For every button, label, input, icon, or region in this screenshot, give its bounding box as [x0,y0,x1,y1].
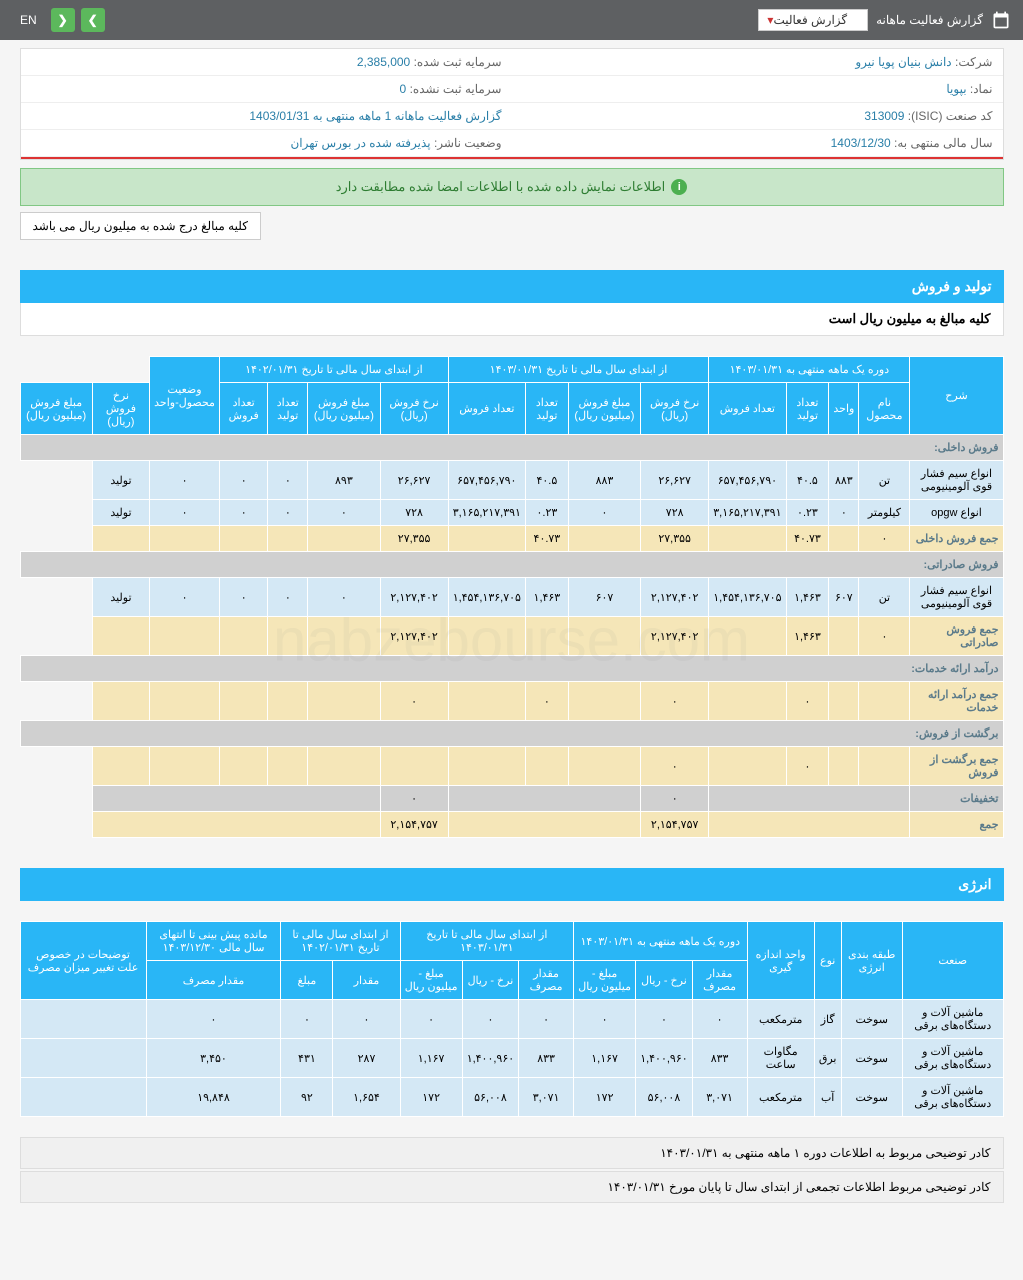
footer-note-1: کادر توضیحی مربوط به اطلاعات دوره ۱ ماهه… [20,1137,1004,1169]
alert-verified: i اطلاعات نمایش داده شده با اطلاعات امضا… [20,168,1004,206]
company-label: شرکت: [955,55,993,69]
table-row: ماشین آلات و دستگاه‌های برقیسوختآبمترمکع… [20,1078,1003,1117]
status-value: پذیرفته شده در بورس تهران [290,136,430,150]
section-energy: انرژی [20,868,1004,901]
energy-table: صنعت طبقه بندی انرژی نوع واحد اندازه گیر… [20,921,1004,1117]
red-divider [21,157,1003,159]
fyend-label: سال مالی منتهی به: [894,136,992,150]
symbol-label: نماد: [970,82,993,96]
status-label: وضعیت ناشر: [434,136,502,150]
company-value: دانش بنیان پویا نیرو [855,55,951,69]
sum-row: جمع فروش صادراتی۰ ۱,۴۶۳۲,۱۲۷,۴۰۲ ۲,۱۲۷,۴… [20,617,1003,656]
info-icon: i [671,179,687,195]
topbar: گزارش فعالیت ماهانه گزارش فعالیت▾ ❯ ❮ EN [0,0,1023,40]
th-status: وضعیت محصول-واحد [150,357,220,435]
label-export: فروش صادراتی: [20,552,1003,578]
lang-en-button[interactable]: EN [12,9,45,31]
th-period1: دوره یک ماهه منتهی به ۱۴۰۳/۰۱/۳۱ [709,357,910,383]
total-row: جمع۲,۱۵۴,۷۵۷۲,۱۵۴,۷۵۷ [20,812,1003,838]
section-subtitle: کلیه مبالغ به میلیون ریال است [20,303,1004,336]
capreg-label: سرمایه ثبت شده: [414,55,502,69]
nav-prev-button[interactable]: ❮ [51,8,75,32]
fyend-value: 1403/12/30 [831,136,891,150]
discount-row: تخفیفات۰۰ [20,786,1003,812]
label-domestic: فروش داخلی: [20,435,1003,461]
production-sales-table: شرح دوره یک ماهه منتهی به ۱۴۰۳/۰۱/۳۱ از … [20,356,1004,838]
company-info-box: شرکت: دانش بنیان پویا نیرو سرمایه ثبت شد… [20,48,1004,160]
footer-note-2: کادر توضیحی مربوط اطلاعات تجمعی از ابتدا… [20,1171,1004,1203]
th-period2: از ابتدای سال مالی تا تاریخ ۱۴۰۳/۰۱/۳۱ [448,357,709,383]
label-service: درآمد ارائه خدمات: [20,656,1003,682]
capunreg-label: سرمایه ثبت نشده: [410,82,502,96]
sum-row: جمع فروش داخلی۰ ۴۰.۷۳۲۷,۳۵۵ ۴۰.۷۳۲۷,۳۵۵ [20,526,1003,552]
calendar-icon [991,10,1011,30]
nav-next-button[interactable]: ❯ [81,8,105,32]
capunreg-value: 0 [400,82,407,96]
isic-value: 313009 [864,109,904,123]
table-row: انواع سیم فشار قوی آلومینیومیتن ۸۸۳۴۰.۵۶… [20,461,1003,500]
table-row: انواع opgwکیلومتر ۰۰.۲۳۳,۱۶۵,۲۱۷,۳۹۱۷۲۸ … [20,500,1003,526]
table-row: انواع سیم فشار قوی آلومینیومیتن ۶۰۷۱,۴۶۳… [20,578,1003,617]
report-dropdown[interactable]: گزارش فعالیت▾ [758,9,868,31]
table-row: ماشین آلات و دستگاه‌های برقیسوختگازمترمک… [20,1000,1003,1039]
sum-row: جمع برگشت از فروش ۰۰ [20,747,1003,786]
alert-text: اطلاعات نمایش داده شده با اطلاعات امضا ش… [336,179,666,195]
symbol-value: بپویا [946,82,966,96]
capreg-value: 2,385,000 [357,55,410,69]
label-return: برگشت از فروش: [20,721,1003,747]
th-desc: شرح [910,357,1003,435]
table-row: ماشین آلات و دستگاه‌های برقیسوختبرقمگاوا… [20,1039,1003,1078]
section-production-sales: تولید و فروش [20,270,1004,303]
th-period3: از ابتدای سال مالی تا تاریخ ۱۴۰۲/۰۱/۳۱ [220,357,449,383]
sum-row: جمع درآمد ارائه خدمات ۰۰ ۰۰ [20,682,1003,721]
currency-note: کلیه مبالغ درج شده به میلیون ریال می باش… [20,212,261,240]
isic-label: کد صنعت (ISIC): [908,109,993,123]
topbar-title: گزارش فعالیت ماهانه [876,13,983,27]
report-value: گزارش فعالیت ماهانه 1 ماهه منتهی به 1403… [249,109,501,123]
